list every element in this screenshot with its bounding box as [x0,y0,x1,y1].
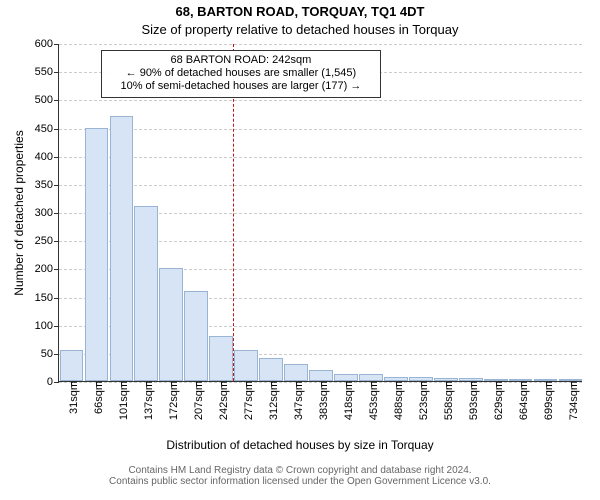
x-tick-label: 312sqm [262,381,280,420]
x-tick-label: 453sqm [362,381,380,420]
x-tick-label: 172sqm [162,381,180,420]
histogram-bar [234,350,258,381]
histogram-bar [259,358,283,381]
histogram-bar [159,268,183,381]
attribution: Contains HM Land Registry data © Crown c… [0,465,600,487]
x-tick-label: 31sqm [62,381,80,414]
chart-title-line1: 68, BARTON ROAD, TORQUAY, TQ1 4DT [0,4,600,19]
histogram-bar [60,350,84,381]
y-tick-label: 450 [35,123,59,135]
x-tick-label: 137sqm [137,381,155,420]
x-tick-label: 593sqm [462,381,480,420]
x-tick-label: 629sqm [487,381,505,420]
x-tick-label: 383sqm [312,381,330,420]
chart-title-line2: Size of property relative to detached ho… [0,22,600,37]
y-tick-label: 550 [35,66,59,78]
y-tick-label: 200 [35,263,59,275]
y-gridline [59,157,582,158]
x-tick-label: 277sqm [237,381,255,420]
y-tick-label: 0 [47,376,59,388]
y-tick-label: 400 [35,151,59,163]
histogram-bar [110,116,134,381]
attribution-line1: Contains HM Land Registry data © Crown c… [0,465,600,476]
x-tick-label: 418sqm [337,381,355,420]
y-tick-label: 500 [35,94,59,106]
chart-container: 68, BARTON ROAD, TORQUAY, TQ1 4DT Size o… [0,0,600,500]
x-axis-label: Distribution of detached houses by size … [0,438,600,452]
y-gridline [59,100,582,101]
y-gridline [59,129,582,130]
histogram-bar [85,128,109,382]
y-tick-label: 50 [41,348,59,360]
x-tick-label: 242sqm [212,381,230,420]
x-tick-label: 523sqm [412,381,430,420]
y-tick-label: 300 [35,207,59,219]
annotation-line1: 68 BARTON ROAD: 242sqm [108,54,374,67]
y-tick-label: 350 [35,179,59,191]
x-tick-label: 699sqm [537,381,555,420]
x-tick-label: 66sqm [87,381,105,414]
annotation-line2: ← 90% of detached houses are smaller (1,… [108,67,374,80]
y-gridline [59,185,582,186]
y-tick-label: 250 [35,235,59,247]
x-tick-label: 207sqm [187,381,205,420]
x-tick-label: 101sqm [112,381,130,420]
histogram-bar [359,374,383,381]
x-tick-label: 558sqm [437,381,455,420]
plot-area: 05010015020025030035040045050055060031sq… [58,44,582,382]
histogram-bar [184,291,208,381]
x-tick-label: 664sqm [512,381,530,420]
annotation-box: 68 BARTON ROAD: 242sqm ← 90% of detached… [101,50,381,98]
y-gridline [59,44,582,45]
annotation-line3: 10% of semi-detached houses are larger (… [108,80,374,93]
histogram-bar [209,336,233,381]
y-tick-label: 100 [35,320,59,332]
histogram-bar [334,374,358,381]
histogram-bar [284,364,308,381]
x-tick-label: 347sqm [287,381,305,420]
x-tick-label: 734sqm [562,381,580,420]
y-tick-label: 600 [35,38,59,50]
attribution-line2: Contains public sector information licen… [0,476,600,487]
y-axis-label: Number of detached properties [12,44,26,382]
y-tick-label: 150 [35,292,59,304]
x-tick-label: 488sqm [387,381,405,420]
histogram-bar [134,206,158,381]
histogram-bar [309,370,333,381]
